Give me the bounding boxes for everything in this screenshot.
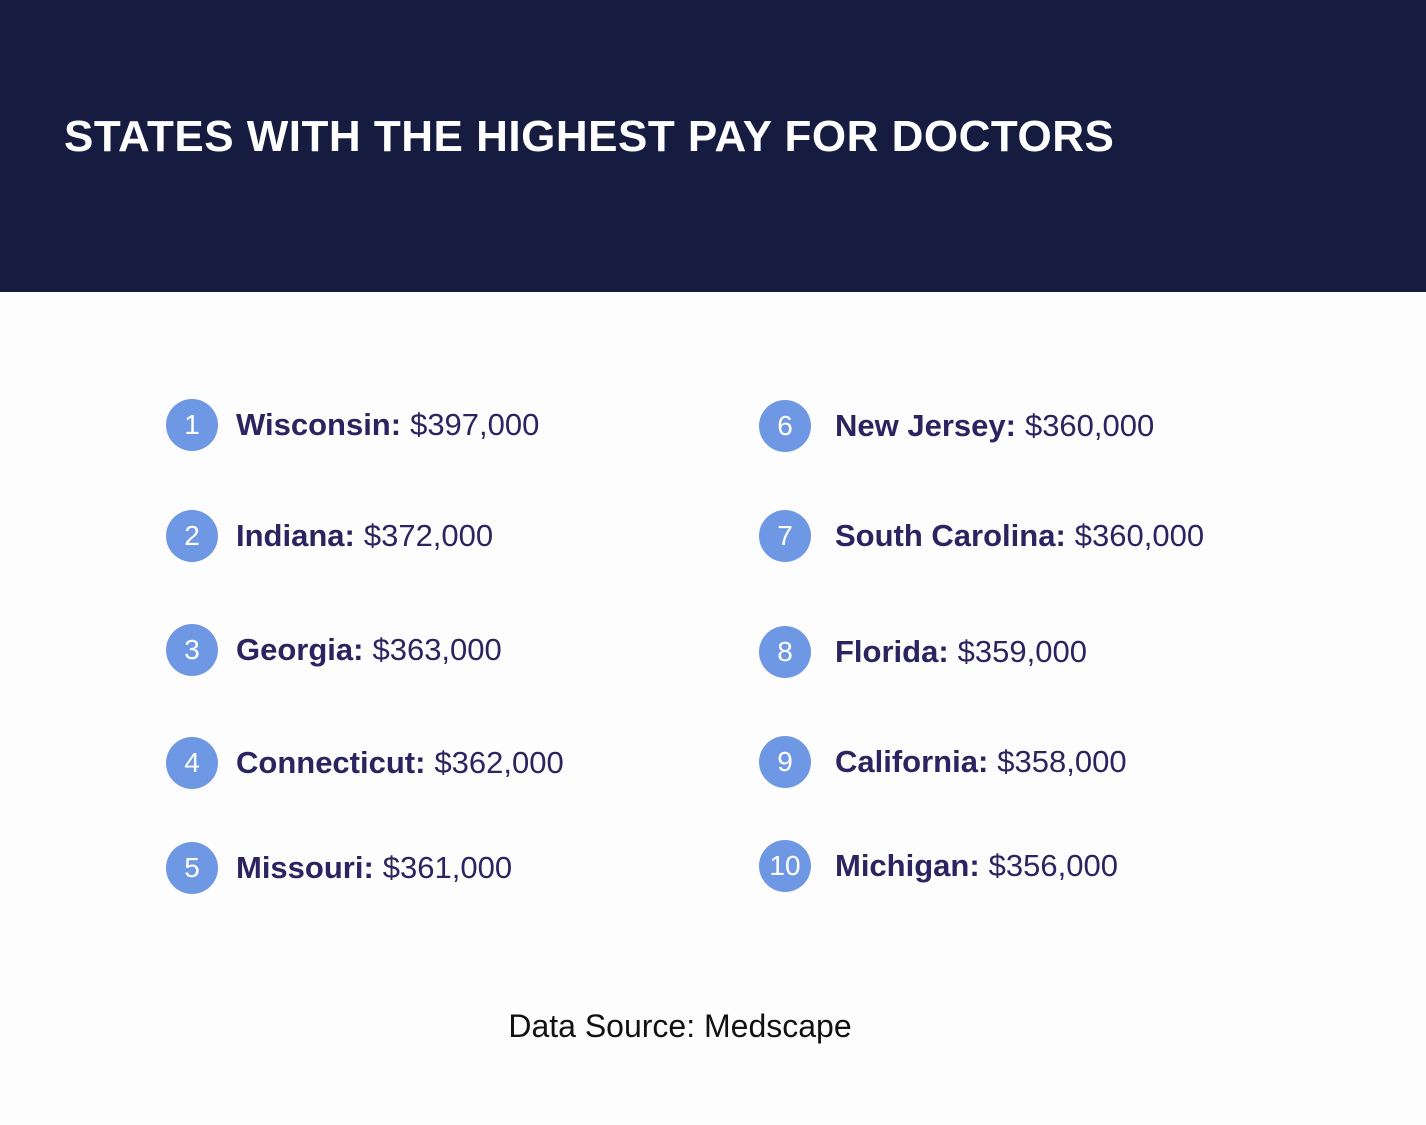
state-name: Connecticut:: [236, 745, 426, 780]
rank-badge: 9: [759, 736, 811, 788]
rank-badge: 4: [166, 737, 218, 789]
list-item: 9 California: $358,000: [759, 736, 1127, 788]
rank-badge: 1: [166, 399, 218, 451]
pay-amount: $363,000: [372, 632, 502, 667]
pay-amount: $361,000: [382, 850, 513, 885]
rank-badge: 3: [166, 624, 218, 676]
pay-amount: $362,000: [434, 745, 564, 780]
list-item: 6 New Jersey: $360,000: [759, 400, 1154, 452]
list-item: 5 Missouri: $361,000: [166, 842, 512, 894]
pay-amount: $356,000: [988, 848, 1118, 883]
pay-amount: $359,000: [957, 634, 1087, 669]
list-item: 10 Michigan: $356,000: [759, 840, 1118, 892]
state-name: Missouri:: [236, 850, 374, 885]
rank-badge: 10: [759, 840, 811, 892]
source-note: Data Source: Medscape: [508, 1008, 852, 1044]
state-name: California:: [835, 744, 989, 779]
rank-badge: 5: [166, 842, 218, 894]
list-item: 7 South Carolina: $360,000: [759, 510, 1204, 562]
state-name: Wisconsin:: [236, 407, 402, 442]
pay-amount: $397,000: [410, 407, 540, 442]
rank-badge: 6: [759, 400, 811, 452]
rank-badge: 7: [759, 510, 811, 562]
list-item: 4 Connecticut: $362,000: [166, 737, 564, 789]
pay-amount: $360,000: [1074, 518, 1205, 553]
header-band: STATES WITH THE HIGHEST PAY FOR DOCTORS: [0, 0, 1426, 292]
state-name: South Carolina:: [835, 518, 1066, 553]
pay-amount: $360,000: [1024, 408, 1155, 443]
list-item: 1 Wisconsin: $397,000: [166, 399, 539, 451]
state-name: Florida:: [835, 634, 949, 669]
list-item: 3 Georgia: $363,000: [166, 624, 502, 676]
pay-amount: $358,000: [997, 744, 1127, 779]
list-item: 8 Florida: $359,000: [759, 626, 1087, 678]
state-name: New Jersey:: [835, 408, 1016, 443]
list-item: 2 Indiana: $372,000: [166, 510, 493, 562]
state-name: Georgia:: [236, 632, 364, 667]
pay-amount: $372,000: [363, 518, 494, 553]
rank-badge: 2: [166, 510, 218, 562]
title: STATES WITH THE HIGHEST PAY FOR DOCTORS: [64, 112, 1115, 161]
state-name: Michigan:: [835, 848, 980, 883]
state-name: Indiana:: [236, 518, 355, 553]
rank-badge: 8: [759, 626, 811, 678]
